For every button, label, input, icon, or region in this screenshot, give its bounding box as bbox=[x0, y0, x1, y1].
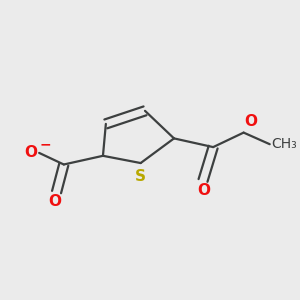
Text: −: − bbox=[40, 137, 51, 151]
Text: O: O bbox=[244, 114, 257, 129]
Text: O: O bbox=[49, 194, 62, 209]
Text: CH₃: CH₃ bbox=[271, 137, 297, 151]
Text: O: O bbox=[24, 146, 37, 160]
Text: S: S bbox=[135, 169, 146, 184]
Text: O: O bbox=[197, 183, 210, 198]
